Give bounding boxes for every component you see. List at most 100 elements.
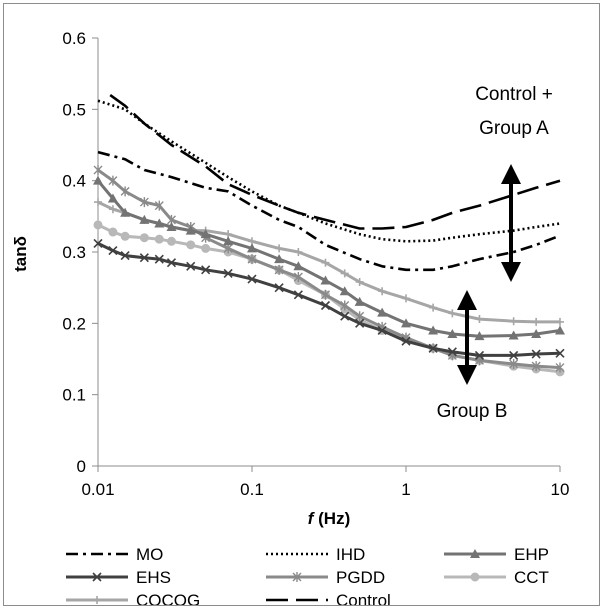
y-tick-label: 0.4 xyxy=(62,172,86,191)
data-point-ehp xyxy=(401,318,411,328)
data-point-ehs xyxy=(555,348,565,358)
data-point-cct xyxy=(186,240,196,250)
chart-frame: 0 0.1 0.2 0.3 0.4 0.5 0.6 0.01 0.1 1 10 Control + … xyxy=(3,3,600,610)
data-point-ehp xyxy=(120,207,131,217)
x-tick-label: 0.01 xyxy=(81,480,114,499)
x-tick-label: 1 xyxy=(401,480,410,499)
data-point-pgdd xyxy=(120,186,130,197)
data-point-ehs xyxy=(223,268,233,278)
legend-marker xyxy=(93,596,101,604)
annotation-control-group-a-line-2: Group A xyxy=(479,118,549,139)
legend-label: EHP xyxy=(514,545,549,564)
legend-marker xyxy=(92,572,102,582)
legend-item-ehs: EHS xyxy=(66,568,171,587)
data-point-ehp xyxy=(223,236,234,246)
data-point-pgdd xyxy=(108,175,118,186)
data-point-cocog xyxy=(448,309,457,318)
x-tick-label: 10 xyxy=(551,480,570,499)
data-point-cocog xyxy=(275,244,284,253)
data-point-pgdd xyxy=(274,264,284,275)
data-point-cct xyxy=(154,234,164,244)
data-point-ehp xyxy=(339,286,350,296)
data-point-cocog xyxy=(509,317,518,326)
data-point-ehs xyxy=(447,347,457,357)
series-pgdd xyxy=(93,164,565,373)
data-point-ehp xyxy=(377,307,388,317)
axes: 0 0.1 0.2 0.3 0.4 0.5 0.6 0.01 0.1 1 10 xyxy=(62,29,569,499)
data-point-cocog xyxy=(94,198,102,207)
data-point-ehp xyxy=(447,329,458,339)
data-point-cct xyxy=(108,227,118,237)
data-point-ehs xyxy=(166,258,177,268)
data-point-cct xyxy=(166,236,176,246)
legend-item-mo: MO xyxy=(66,545,163,564)
data-point-ehp xyxy=(508,330,519,340)
series-line-ehp xyxy=(96,179,561,338)
data-point-ehs xyxy=(428,343,438,353)
legend-item-ehp: EHP xyxy=(444,545,549,564)
legend-label: PGDD xyxy=(336,568,385,587)
legend-item-pgdd: PGDD xyxy=(266,568,385,587)
legend-label: COCOG xyxy=(136,591,200,605)
data-point-ehp xyxy=(555,325,565,335)
data-point-ehs xyxy=(108,246,118,256)
legend-marker xyxy=(292,572,302,582)
data-point-ehs xyxy=(377,325,387,336)
data-point-cct xyxy=(201,243,211,253)
data-point-ehp xyxy=(166,222,177,232)
series-mo xyxy=(97,150,561,272)
data-point-ehp xyxy=(531,329,542,339)
series-layer xyxy=(93,94,565,377)
data-point-cocog xyxy=(321,258,330,267)
series-control xyxy=(109,94,561,230)
legend-label: CCT xyxy=(514,568,549,587)
series-line-mo xyxy=(97,150,561,272)
data-point-ehp xyxy=(107,193,118,203)
data-point-ehs xyxy=(139,253,149,263)
data-point-cocog xyxy=(378,287,387,296)
data-point-ehp xyxy=(320,275,331,285)
legend-label: Control xyxy=(336,591,391,605)
series-ehs xyxy=(93,238,565,360)
y-tick-label: 0.5 xyxy=(62,100,86,119)
legend-item-control: Control xyxy=(266,591,391,610)
y-tick-label: 0.2 xyxy=(62,314,86,333)
annotation-control-group-a-line-1: Control + xyxy=(475,84,553,105)
legend-marker xyxy=(470,572,480,582)
series-line-ihd xyxy=(97,99,561,243)
data-point-cocog xyxy=(340,269,349,278)
legend: MO IHD EHP EHS PGDD CCT COCOG Control xyxy=(66,545,549,610)
series-line-pgdd xyxy=(97,168,561,370)
annotations: Control + Group A Group B xyxy=(437,84,553,422)
data-point-ehp xyxy=(247,243,257,253)
data-point-ehp xyxy=(200,229,211,239)
data-point-ehs xyxy=(154,254,164,264)
data-point-ehs xyxy=(340,311,350,321)
x-tick-label: 0.1 xyxy=(240,480,264,499)
data-point-ehp xyxy=(274,254,285,264)
x-axis-title: f (Hz) xyxy=(308,509,351,528)
data-point-cocog xyxy=(402,294,410,303)
legend-label: MO xyxy=(136,545,163,564)
data-point-pgdd xyxy=(355,311,365,322)
data-point-ehs xyxy=(320,300,331,311)
data-point-pgdd xyxy=(93,164,103,175)
data-point-pgdd xyxy=(531,361,541,372)
data-point-ehp xyxy=(154,218,165,228)
data-point-pgdd xyxy=(555,362,565,373)
data-point-pgdd xyxy=(509,358,519,369)
data-point-ehp xyxy=(354,296,365,306)
data-point-cocog xyxy=(294,248,303,256)
data-point-ehp xyxy=(293,261,304,271)
data-point-cocog xyxy=(532,317,541,326)
data-point-ehs xyxy=(355,318,365,328)
y-axis-title: tanδ xyxy=(11,236,30,272)
data-point-cct xyxy=(139,233,149,243)
data-point-pgdd xyxy=(154,200,164,211)
series-ihd xyxy=(97,99,561,243)
line-chart: 0 0.1 0.2 0.3 0.4 0.5 0.6 0.01 0.1 1 10 Control + … xyxy=(11,29,569,610)
data-point-ehp xyxy=(185,225,196,235)
data-point-cct xyxy=(93,220,103,230)
y-tick-label: 0.6 xyxy=(62,29,86,48)
annotation-group-b: Group B xyxy=(437,401,508,422)
